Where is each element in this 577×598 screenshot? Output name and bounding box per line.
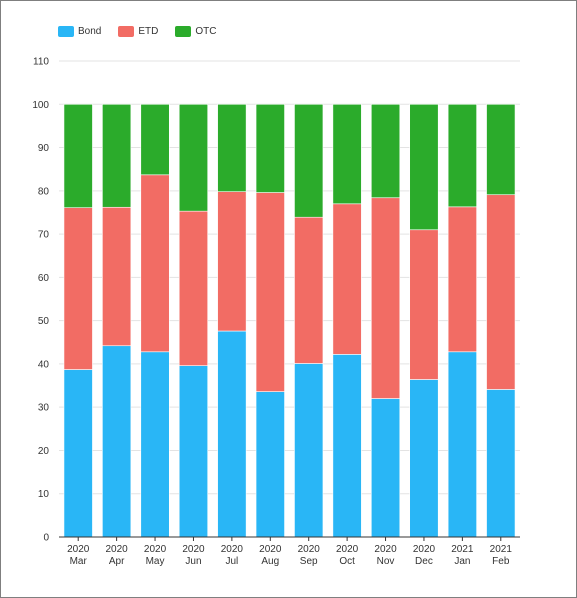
bar-etd-2021-jan xyxy=(447,206,477,353)
bar-otc-2020-sep xyxy=(294,103,324,218)
bar-etd-2021-feb xyxy=(486,194,516,390)
bar-bond-2020-oct xyxy=(332,354,362,538)
x-tick-label-year-6: 2020 xyxy=(298,544,321,555)
y-tick-label-80: 80 xyxy=(38,186,50,197)
bar-otc-2020-jul xyxy=(217,103,247,192)
bar-bond-2021-jan xyxy=(447,351,477,538)
bar-etd-2020-apr xyxy=(102,206,132,347)
legend-swatch-otc xyxy=(175,26,192,37)
bar-bond-2020-jul xyxy=(217,330,247,538)
x-tick-label-year-9: 2020 xyxy=(413,544,436,555)
x-tick-label-year-8: 2020 xyxy=(374,544,397,555)
legend-label-bond: Bond xyxy=(78,26,102,37)
bar-etd-2020-mar xyxy=(63,207,93,370)
x-tick-label-year-2: 2020 xyxy=(144,544,167,555)
bar-etd-2020-may xyxy=(140,174,170,353)
bar-bond-2020-dec xyxy=(409,379,439,538)
y-tick-label-40: 40 xyxy=(38,359,50,370)
y-tick-label-90: 90 xyxy=(38,143,50,154)
bar-etd-2020-aug xyxy=(255,192,285,392)
x-tick-label-month-8: Nov xyxy=(377,556,395,567)
x-tick-label-year-4: 2020 xyxy=(221,544,244,555)
x-tick-label-month-4: Jul xyxy=(225,556,238,567)
y-tick-label-110: 110 xyxy=(33,57,49,68)
x-tick-label-year-7: 2020 xyxy=(336,544,359,555)
x-tick-label-year-5: 2020 xyxy=(259,544,282,555)
y-tick-label-70: 70 xyxy=(38,230,50,241)
x-tick-label-month-2: May xyxy=(146,556,165,567)
bar-bond-2020-jun xyxy=(178,365,209,538)
bar-bond-2020-may xyxy=(140,351,170,538)
y-tick-label-50: 50 xyxy=(38,316,50,327)
legend-item-otc[interactable]: OTC xyxy=(175,26,216,37)
x-tick-label-month-3: Jun xyxy=(185,556,201,567)
bar-otc-2020-oct xyxy=(332,103,362,205)
bar-otc-2020-may xyxy=(140,103,170,176)
y-tick-label-20: 20 xyxy=(38,446,50,457)
x-tick-label-month-6: Sep xyxy=(300,556,318,567)
x-tick-label-month-9: Dec xyxy=(415,556,433,567)
y-tick-label-30: 30 xyxy=(38,403,50,414)
bar-etd-2020-jul xyxy=(217,191,247,332)
bar-etd-2020-dec xyxy=(409,229,439,380)
bar-otc-2020-nov xyxy=(370,103,401,199)
x-tick-label-month-7: Oct xyxy=(339,556,355,567)
bar-etd-2020-jun xyxy=(178,210,209,366)
x-tick-label-month-0: Mar xyxy=(70,556,88,567)
x-tick-label-month-10: Jan xyxy=(454,556,470,567)
bar-bond-2020-mar xyxy=(63,369,93,538)
legend-swatch-bond xyxy=(58,26,74,37)
legend-label-otc: OTC xyxy=(195,26,217,37)
bar-otc-2021-feb xyxy=(486,103,516,196)
bar-etd-2020-oct xyxy=(332,203,362,355)
bar-otc-2020-mar xyxy=(63,103,93,208)
x-tick-label-year-0: 2020 xyxy=(67,544,90,555)
y-tick-label-10: 10 xyxy=(38,489,50,500)
x-tick-label-year-10: 2021 xyxy=(451,544,474,555)
x-tick-label-year-1: 2020 xyxy=(106,544,129,555)
bar-otc-2020-aug xyxy=(255,103,285,193)
legend-label-etd: ETD xyxy=(138,26,159,37)
bar-etd-2020-nov xyxy=(370,197,401,399)
chart-legend: Bond ETD OTC xyxy=(58,26,233,37)
bar-bond-2020-nov xyxy=(370,398,401,538)
x-tick-label-month-11: Feb xyxy=(492,556,510,567)
bar-etd-2020-sep xyxy=(294,216,324,364)
x-tick-label-year-3: 2020 xyxy=(182,544,205,555)
y-tick-label-0: 0 xyxy=(43,533,49,544)
bar-bond-2020-sep xyxy=(294,363,324,538)
bar-otc-2020-jun xyxy=(178,103,209,212)
bar-bond-2021-feb xyxy=(486,389,516,538)
y-tick-label-60: 60 xyxy=(38,273,50,284)
x-tick-label-month-1: Apr xyxy=(109,556,125,567)
legend-swatch-etd xyxy=(118,26,135,37)
legend-item-bond[interactable]: Bond xyxy=(58,26,101,37)
legend-item-etd[interactable]: ETD xyxy=(118,26,158,37)
bar-bond-2020-apr xyxy=(102,345,132,538)
bar-bond-2020-aug xyxy=(255,391,285,538)
bar-otc-2020-dec xyxy=(409,103,439,231)
x-tick-label-month-5: Aug xyxy=(261,556,279,567)
x-tick-label-year-11: 2021 xyxy=(490,544,513,555)
bar-otc-2021-jan xyxy=(447,103,477,208)
y-tick-label-100: 100 xyxy=(32,100,49,111)
bar-otc-2020-apr xyxy=(102,103,132,208)
